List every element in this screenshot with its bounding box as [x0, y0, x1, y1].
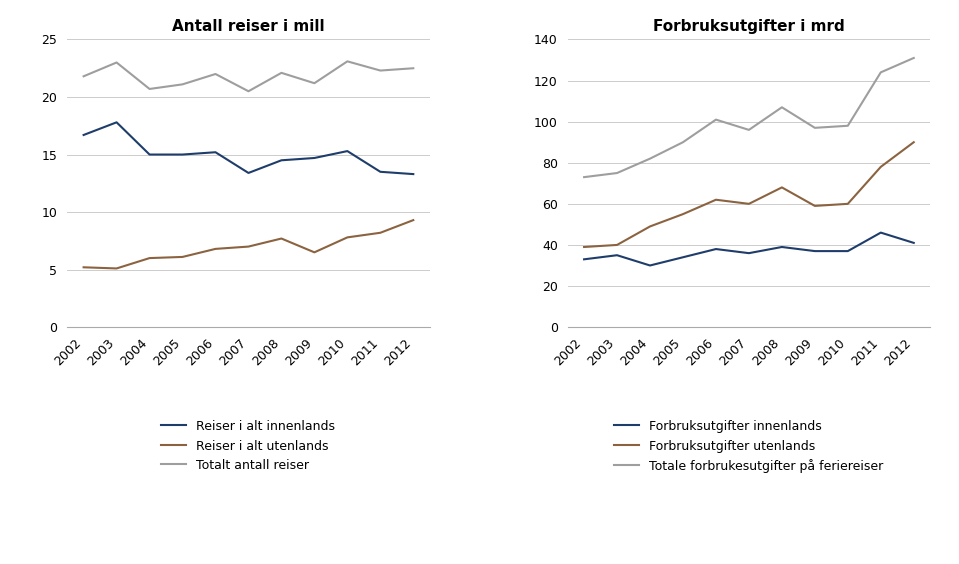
Title: Forbruksutgifter i mrd: Forbruksutgifter i mrd: [653, 19, 845, 34]
Title: Antall reiser i mill: Antall reiser i mill: [173, 19, 325, 34]
Legend: Reiser i alt innenlands, Reiser i alt utenlands, Totalt antall reiser: Reiser i alt innenlands, Reiser i alt ut…: [161, 420, 336, 473]
Legend: Forbruksutgifter innenlands, Forbruksutgifter utenlands, Totale forbrukesutgifte: Forbruksutgifter innenlands, Forbruksutg…: [615, 420, 883, 473]
